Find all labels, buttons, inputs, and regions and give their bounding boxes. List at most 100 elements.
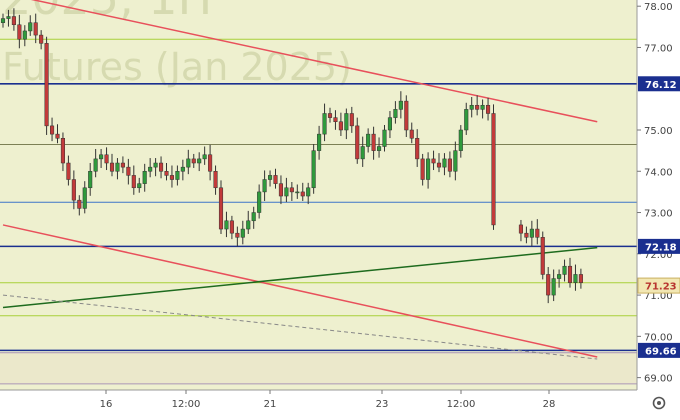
candle-body: [398, 100, 403, 110]
candle-body: [366, 133, 371, 147]
time-tick-label: 16: [100, 399, 113, 410]
price-axis-ticks: 78.00 77.00 75.00 74.00 73.00 72.00 71.00 70.00…: [637, 2, 673, 385]
price-tick-label: 72.00: [644, 250, 673, 261]
candle-body: [0, 18, 6, 23]
candle-body: [387, 117, 392, 131]
trend-line: [2, 246, 598, 309]
candle-body: [93, 158, 98, 172]
candle-body: [191, 158, 196, 164]
candle-body: [77, 199, 82, 209]
price-labels: 76.12 72.18 71.23 69.66: [637, 76, 680, 358]
candle-body: [415, 138, 420, 160]
candle-body: [409, 129, 414, 139]
candle-body: [99, 154, 104, 160]
candle-body: [202, 154, 207, 160]
candle-body: [464, 109, 469, 131]
candle-body: [491, 113, 496, 226]
candle-body: [257, 191, 262, 213]
time-tick-label: 12:00: [447, 399, 476, 410]
price-tick-label: 69.00: [644, 374, 673, 385]
candle-body: [431, 158, 436, 164]
candle-body: [295, 191, 300, 194]
candle-body: [148, 166, 153, 172]
candle-body: [142, 171, 147, 184]
candle-body: [546, 274, 551, 296]
candle-body: [262, 179, 267, 193]
candle-body: [518, 224, 524, 234]
candle-body: [55, 133, 60, 139]
candle-body: [153, 162, 158, 168]
price-tick-label: 74.00: [644, 167, 673, 178]
candle-body: [22, 30, 27, 40]
candle-body: [393, 109, 398, 118]
price-label-box: [638, 342, 680, 358]
candle-body: [278, 183, 283, 197]
candle-body: [50, 125, 55, 135]
candle-body: [284, 187, 289, 197]
candle-body: [66, 162, 71, 180]
candle-body: [169, 175, 174, 180]
candle-body: [404, 100, 409, 131]
candle-body: [377, 146, 382, 151]
candle-body: [551, 278, 556, 296]
candle-body: [120, 162, 125, 168]
candle-body: [17, 24, 22, 40]
candle-body: [218, 187, 224, 230]
candle-body: [33, 22, 38, 36]
candle-body: [28, 22, 33, 32]
time-tick-label: 23: [376, 399, 389, 410]
candle-body: [557, 274, 562, 279]
candle-body: [246, 220, 251, 230]
price-tick-label: 78.00: [644, 2, 673, 13]
candle-body: [235, 232, 240, 238]
time-tick-label: 12:00: [172, 399, 201, 410]
candle-body: [349, 113, 354, 127]
candle-body: [426, 158, 431, 180]
candle-body: [109, 162, 115, 172]
candle-body: [469, 104, 474, 110]
candle-body: [131, 175, 136, 189]
time-tick-label: 28: [543, 399, 556, 410]
candle-body: [268, 175, 273, 180]
price-label-box: [638, 76, 680, 92]
candle-body: [529, 228, 534, 238]
candle-body: [475, 104, 480, 110]
candle-body: [60, 138, 66, 164]
level-band: [0, 352, 637, 384]
candle-body: [578, 274, 583, 283]
candle-body: [322, 113, 327, 135]
candle-body: [573, 274, 578, 283]
time-axis-ticks: 16 12:00 21 23 12:00 28: [100, 390, 556, 410]
price-tick-label: 70.00: [644, 332, 673, 343]
trend-line: [2, 294, 598, 360]
candle-body: [436, 162, 442, 168]
candle-body: [186, 158, 191, 168]
price-tick-label: 71.00: [644, 291, 673, 302]
candle-body: [208, 154, 213, 172]
candle-body: [164, 171, 169, 176]
candle-body: [327, 113, 333, 118]
candle-body: [39, 34, 44, 44]
candle-body: [360, 146, 365, 160]
candle-body: [71, 179, 76, 201]
price-label-box: [637, 277, 680, 294]
candle-body: [338, 121, 343, 131]
candle-body: [224, 220, 229, 230]
candle-body: [311, 150, 316, 189]
trend-line: [2, 224, 598, 358]
candle-body: [442, 158, 447, 168]
candle-body: [453, 150, 458, 172]
candle-body: [251, 212, 256, 222]
candle-body: [6, 16, 11, 19]
candle-body: [480, 104, 485, 110]
candle-body: [213, 171, 218, 189]
candlestick-series: [0, 8, 583, 304]
candle-body: [333, 117, 338, 122]
candle-body: [126, 166, 131, 176]
candle-body: [486, 104, 491, 114]
chart-settings-gear-icon[interactable]: [652, 396, 666, 410]
candle-body: [11, 16, 16, 26]
price-label-text: 71.23: [645, 282, 677, 293]
